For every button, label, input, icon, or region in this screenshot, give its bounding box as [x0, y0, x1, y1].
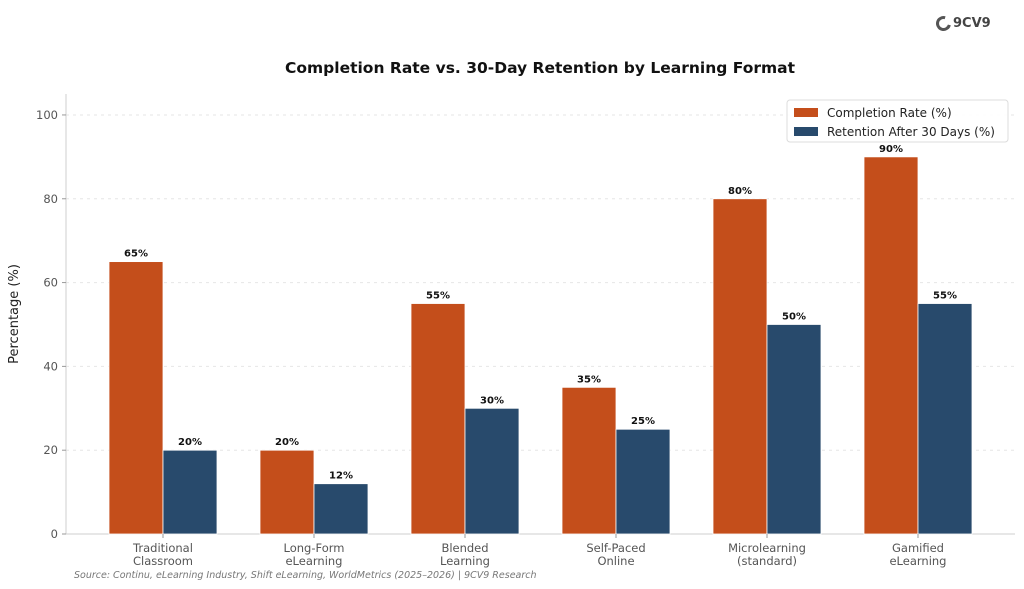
legend-label: Retention After 30 Days (%) — [827, 125, 995, 139]
bar-value-label: 55% — [426, 291, 450, 302]
x-tick-label: Classroom — [133, 554, 193, 568]
y-tick-label: 20 — [43, 443, 58, 457]
x-tick-label: (standard) — [737, 554, 797, 568]
x-tick-label: Traditional — [132, 541, 193, 555]
legend-box — [786, 99, 1009, 143]
bar-series-0-cat-4 — [712, 198, 768, 535]
bar-series-1-cat-0 — [162, 449, 218, 535]
legend-swatch — [794, 127, 818, 136]
legend: Completion Rate (%) Retention After 30 Da… — [786, 99, 1009, 143]
x-tick-label: Learning — [440, 554, 490, 568]
x-tick-label: eLearning — [285, 554, 342, 568]
y-tick-label: 100 — [36, 108, 58, 122]
y-tick-label: 80 — [43, 192, 58, 206]
bar-value-label: 35% — [577, 374, 601, 385]
y-tick-label: 0 — [51, 527, 58, 541]
bar-value-label: 30% — [480, 395, 504, 406]
bar-value-label: 25% — [631, 416, 655, 427]
bars: 65% 20% 20% 12% 55% 30% 35% 25% 80% 50% 90% 55% — [108, 144, 973, 535]
bar-value-label: 20% — [178, 437, 202, 448]
bar-series-1-cat-5 — [917, 303, 973, 535]
x-tick-label: Gamified — [892, 541, 944, 555]
source-note: Source: Continu, eLearning Industry, Shi… — [74, 570, 537, 581]
bar-series-0-cat-2 — [410, 303, 466, 535]
bar-series-1-cat-4 — [766, 324, 822, 535]
bar-series-0-cat-0 — [108, 261, 164, 535]
legend-swatch — [794, 108, 818, 117]
x-tick-label: Microlearning — [728, 541, 806, 555]
bar-value-label: 55% — [933, 291, 957, 302]
bar-value-label: 20% — [275, 437, 299, 448]
y-axis-label: Percentage (%) — [7, 264, 22, 364]
bar-series-0-cat-1 — [259, 449, 315, 535]
x-tick-label: Long-Form — [284, 541, 345, 555]
logo-icon — [933, 13, 954, 34]
brand-logo: 9CV9 — [933, 13, 991, 34]
x-tick-label: Online — [597, 554, 634, 568]
chart-title: Completion Rate vs. 30-Day Retention by … — [285, 59, 796, 77]
axes — [65, 94, 1015, 535]
y-axis-ticks: 0 20 40 60 80 100 — [36, 108, 66, 541]
bar-series-0-cat-3 — [561, 386, 617, 535]
bar-value-label: 65% — [124, 249, 148, 260]
bar-value-label: 12% — [329, 471, 353, 482]
legend-label: Completion Rate (%) — [827, 106, 952, 120]
bar-series-1-cat-1 — [313, 483, 369, 535]
bar-series-0-cat-5 — [863, 156, 919, 535]
bar-value-label: 90% — [879, 144, 903, 155]
x-axis-ticks: TraditionalClassroomLong-FormeLearningBl… — [132, 534, 947, 568]
y-tick-label: 40 — [43, 359, 58, 373]
y-tick-label: 60 — [43, 276, 58, 290]
brand-name: 9CV9 — [953, 16, 991, 31]
bar-value-label: 50% — [782, 311, 806, 322]
x-tick-label: Blended — [441, 541, 488, 555]
x-tick-label: eLearning — [889, 554, 946, 568]
bar-value-label: 80% — [728, 186, 752, 197]
bar-series-1-cat-2 — [464, 407, 520, 535]
x-tick-label: Self-Paced — [586, 541, 645, 555]
bar-series-1-cat-3 — [615, 428, 671, 535]
